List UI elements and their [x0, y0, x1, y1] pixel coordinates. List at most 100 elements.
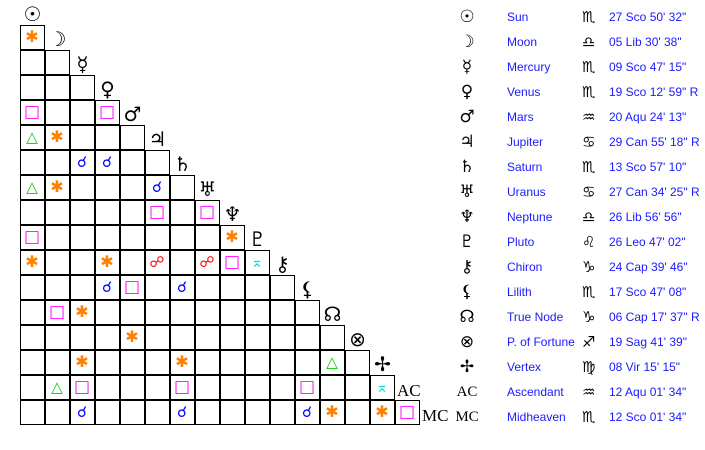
aspect-cell[interactable] — [244, 299, 270, 325]
aspect-cell[interactable] — [44, 74, 70, 100]
aspect-cell[interactable] — [94, 299, 120, 325]
aspect-cell[interactable] — [169, 174, 195, 200]
aspect-cell[interactable] — [219, 324, 245, 350]
aspect-cell[interactable] — [119, 199, 145, 225]
aspect-cell[interactable] — [219, 299, 245, 325]
aspect-cell[interactable] — [219, 274, 245, 300]
aspect-cell[interactable]: ✱ — [69, 349, 95, 375]
aspect-cell[interactable] — [69, 174, 95, 200]
aspect-cell[interactable]: □ — [219, 249, 245, 275]
aspect-cell[interactable]: ✱ — [219, 224, 245, 250]
aspect-cell[interactable] — [44, 199, 70, 225]
aspect-cell[interactable] — [19, 324, 45, 350]
aspect-cell[interactable]: □ — [394, 399, 420, 425]
aspect-cell[interactable] — [19, 74, 45, 100]
aspect-cell[interactable]: ☌ — [69, 149, 95, 175]
aspect-cell[interactable] — [44, 224, 70, 250]
aspect-cell[interactable] — [294, 299, 320, 325]
aspect-cell[interactable] — [169, 299, 195, 325]
aspect-cell[interactable] — [344, 399, 370, 425]
aspect-cell[interactable] — [44, 49, 70, 75]
aspect-cell[interactable] — [44, 349, 70, 375]
aspect-cell[interactable] — [244, 349, 270, 375]
aspect-cell[interactable] — [144, 299, 170, 325]
aspect-cell[interactable] — [119, 124, 145, 150]
aspect-cell[interactable] — [94, 399, 120, 425]
aspect-cell[interactable] — [194, 224, 220, 250]
aspect-cell[interactable]: ✱ — [69, 299, 95, 325]
aspect-cell[interactable] — [119, 399, 145, 425]
aspect-cell[interactable] — [19, 274, 45, 300]
aspect-cell[interactable] — [144, 274, 170, 300]
aspect-cell[interactable] — [119, 349, 145, 375]
aspect-cell[interactable] — [144, 399, 170, 425]
aspect-cell[interactable]: □ — [19, 99, 45, 125]
aspect-cell[interactable]: △ — [19, 174, 45, 200]
aspect-cell[interactable] — [144, 349, 170, 375]
aspect-cell[interactable] — [194, 299, 220, 325]
aspect-cell[interactable] — [44, 149, 70, 175]
aspect-cell[interactable] — [269, 324, 295, 350]
aspect-cell[interactable]: □ — [194, 199, 220, 225]
aspect-cell[interactable] — [244, 274, 270, 300]
aspect-cell[interactable]: □ — [94, 99, 120, 125]
aspect-cell[interactable] — [269, 374, 295, 400]
aspect-cell[interactable]: ✱ — [119, 324, 145, 350]
aspect-cell[interactable]: ☍ — [194, 249, 220, 275]
aspect-cell[interactable] — [44, 249, 70, 275]
aspect-cell[interactable] — [219, 399, 245, 425]
aspect-cell[interactable] — [194, 274, 220, 300]
aspect-cell[interactable]: ✱ — [94, 249, 120, 275]
aspect-cell[interactable]: ⌅ — [244, 249, 270, 275]
aspect-cell[interactable] — [344, 374, 370, 400]
aspect-cell[interactable] — [194, 374, 220, 400]
aspect-cell[interactable] — [169, 249, 195, 275]
aspect-cell[interactable] — [269, 274, 295, 300]
aspect-cell[interactable] — [319, 324, 345, 350]
aspect-cell[interactable] — [19, 149, 45, 175]
aspect-cell[interactable]: ✱ — [319, 399, 345, 425]
aspect-cell[interactable]: ☌ — [169, 274, 195, 300]
aspect-cell[interactable]: □ — [144, 199, 170, 225]
aspect-cell[interactable] — [194, 324, 220, 350]
aspect-cell[interactable] — [119, 174, 145, 200]
aspect-cell[interactable] — [19, 399, 45, 425]
aspect-cell[interactable] — [144, 149, 170, 175]
aspect-cell[interactable] — [219, 374, 245, 400]
aspect-cell[interactable] — [119, 374, 145, 400]
aspect-cell[interactable] — [194, 399, 220, 425]
aspect-cell[interactable] — [169, 324, 195, 350]
aspect-cell[interactable]: □ — [294, 374, 320, 400]
aspect-cell[interactable]: △ — [319, 349, 345, 375]
aspect-cell[interactable] — [69, 324, 95, 350]
aspect-cell[interactable]: △ — [44, 374, 70, 400]
aspect-cell[interactable] — [69, 249, 95, 275]
aspect-cell[interactable] — [244, 374, 270, 400]
aspect-cell[interactable] — [44, 399, 70, 425]
aspect-cell[interactable] — [94, 124, 120, 150]
aspect-cell[interactable] — [94, 199, 120, 225]
aspect-cell[interactable] — [269, 299, 295, 325]
aspect-cell[interactable] — [119, 299, 145, 325]
aspect-cell[interactable] — [69, 74, 95, 100]
aspect-cell[interactable] — [144, 374, 170, 400]
aspect-cell[interactable] — [119, 249, 145, 275]
aspect-cell[interactable]: □ — [19, 224, 45, 250]
aspect-cell[interactable]: □ — [169, 374, 195, 400]
aspect-cell[interactable] — [319, 374, 345, 400]
aspect-cell[interactable] — [19, 349, 45, 375]
aspect-cell[interactable] — [344, 349, 370, 375]
aspect-cell[interactable] — [94, 374, 120, 400]
aspect-cell[interactable] — [94, 349, 120, 375]
aspect-cell[interactable] — [19, 49, 45, 75]
aspect-cell[interactable] — [269, 349, 295, 375]
aspect-cell[interactable] — [94, 174, 120, 200]
aspect-cell[interactable]: ☍ — [144, 249, 170, 275]
aspect-cell[interactable] — [294, 324, 320, 350]
aspect-cell[interactable]: ☌ — [69, 399, 95, 425]
aspect-cell[interactable]: ✱ — [169, 349, 195, 375]
aspect-cell[interactable]: □ — [69, 374, 95, 400]
aspect-cell[interactable] — [44, 324, 70, 350]
aspect-cell[interactable] — [169, 199, 195, 225]
aspect-cell[interactable] — [194, 349, 220, 375]
